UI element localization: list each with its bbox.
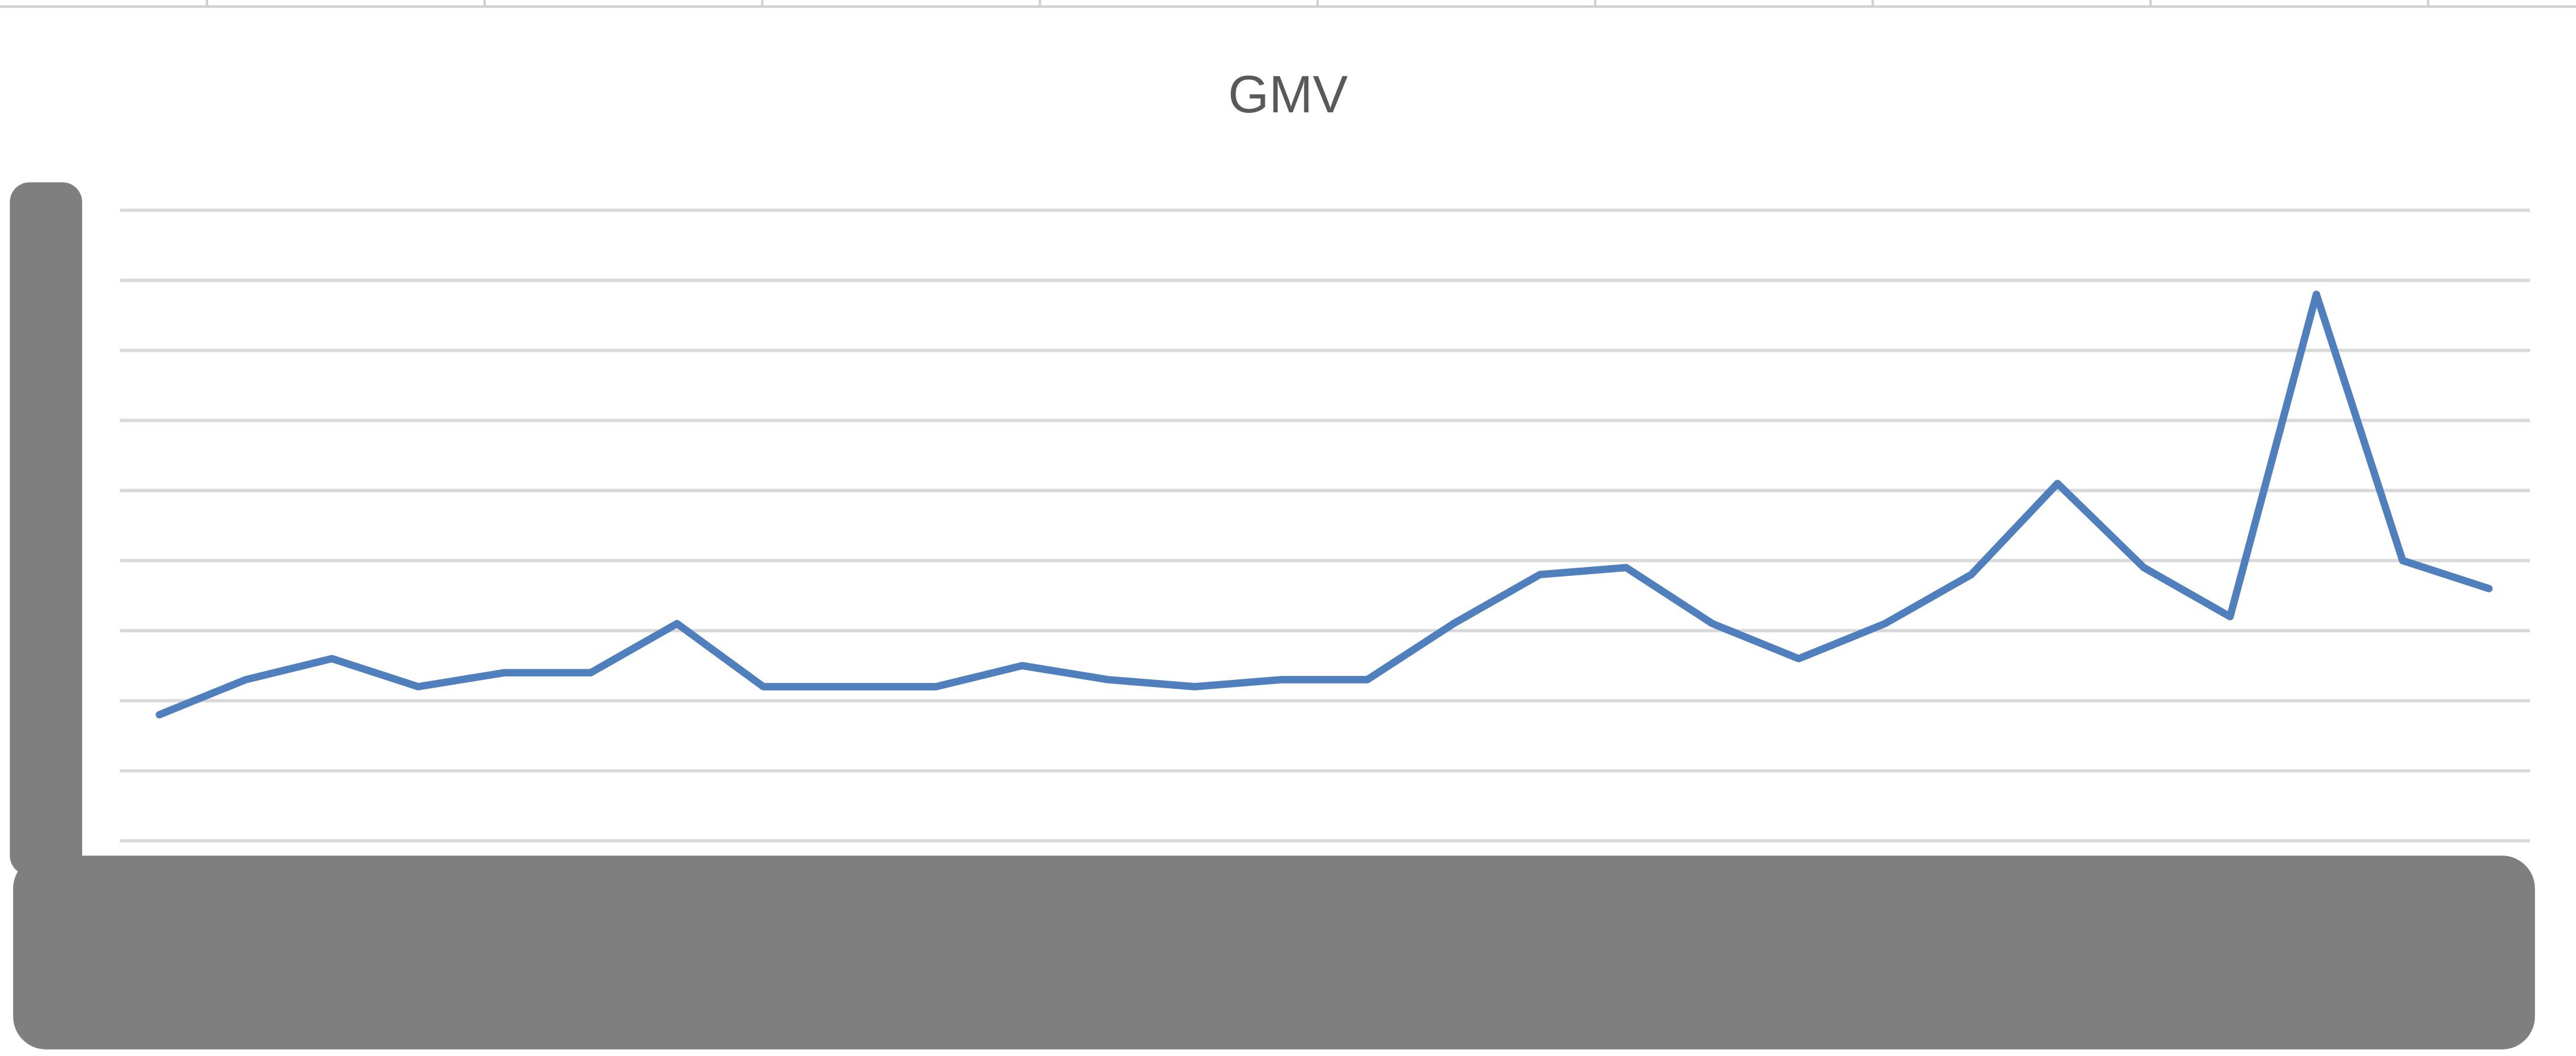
chart-title: GMV xyxy=(1228,65,1347,124)
sheet-header xyxy=(0,0,2576,8)
line-series xyxy=(156,290,2493,719)
redacted-y-axis xyxy=(9,182,82,876)
plot-area xyxy=(156,290,2493,719)
grid xyxy=(119,208,2530,843)
redacted-x-axis xyxy=(13,856,2535,1049)
